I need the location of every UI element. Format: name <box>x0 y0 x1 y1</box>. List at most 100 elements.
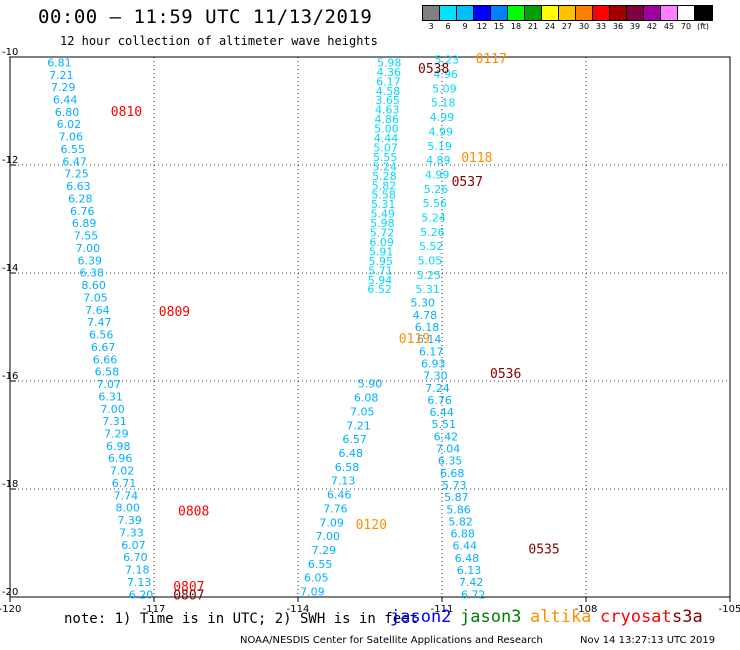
lat-tick-label: -18 <box>2 479 18 490</box>
colorbar-label: 9 <box>462 22 468 31</box>
swh-value: 7.05 <box>83 291 108 304</box>
swh-value: 6.08 <box>354 392 379 405</box>
swh-value: 5.28 <box>372 170 397 183</box>
swh-value: 4.63 <box>375 104 400 117</box>
colorbar-swatch <box>457 6 474 20</box>
swh-value: 6.18 <box>415 321 440 334</box>
swh-value: 6.72 <box>461 588 486 601</box>
swh-value: 4.44 <box>374 132 399 145</box>
swh-value: 6.76 <box>427 394 452 407</box>
lat-tick-label: -16 <box>2 371 18 382</box>
swh-value: 6.55 <box>60 143 85 156</box>
swh-value: 6.20 <box>129 588 154 601</box>
swh-value: 5.00 <box>374 123 399 136</box>
swh-value: 3.65 <box>375 94 400 107</box>
swh-value: 7.07 <box>97 378 122 391</box>
swh-value: 6.46 <box>327 489 352 502</box>
colorbar-label: 36 <box>612 22 624 31</box>
swh-value: 5.98 <box>377 56 402 69</box>
swh-value: 7.74 <box>114 489 139 502</box>
swh-value: 5.91 <box>369 245 394 258</box>
swh-value: 4.99 <box>429 125 454 138</box>
legend-jason2: jason2 <box>390 607 452 627</box>
swh-value: 5.56 <box>423 197 448 210</box>
colorbar-swatch <box>491 6 508 20</box>
swh-value: 4.99 <box>430 111 455 124</box>
swh-value: 6.52 <box>367 283 392 296</box>
legend-s3a: s3a <box>672 607 703 627</box>
pass-time-label: 0535 <box>528 542 559 557</box>
swh-value: 5.71 <box>368 264 393 277</box>
pass-time-label: 0120 <box>356 518 387 533</box>
swh-value: 6.58 <box>95 366 120 379</box>
swh-value: 7.09 <box>300 586 325 599</box>
swh-value: 6.80 <box>55 106 80 119</box>
swh-value: 7.42 <box>459 576 484 589</box>
swh-value: 6.57 <box>342 433 367 446</box>
swh-value: 6.68 <box>440 467 465 480</box>
colorbar-label: 33 <box>595 22 607 31</box>
swh-value: 7.29 <box>104 427 129 440</box>
colorbar-swatch <box>559 6 576 20</box>
swh-value: 7.29 <box>312 544 337 557</box>
swh-value: 5.82 <box>372 179 397 192</box>
pass-time-label: 0119 <box>399 332 430 347</box>
swh-value: 4.78 <box>413 309 438 322</box>
swh-value: 7.31 <box>102 415 127 428</box>
swh-value: 7.00 <box>316 530 341 543</box>
lon-tick-label: -114 <box>287 604 310 615</box>
legend-jason3: jason3 <box>460 607 522 627</box>
swh-value: 5.25 <box>417 269 442 282</box>
colorbar-swatch <box>440 6 457 20</box>
swh-value: 7.21 <box>49 69 74 82</box>
swh-value: 7.30 <box>423 370 448 383</box>
swh-value: 5.90 <box>358 378 383 391</box>
colorbar-label: 3 <box>428 22 434 31</box>
swh-value: 7.24 <box>425 382 450 395</box>
pass-time-label: 0810 <box>111 105 142 120</box>
swh-value: 6.17 <box>419 345 444 358</box>
swh-value: 5.72 <box>370 227 395 240</box>
swh-value: 6.44 <box>453 540 478 553</box>
swh-value: 6.70 <box>123 551 148 564</box>
footer-note: note: 1) Time is in UTC; 2) SWH is in fe… <box>64 611 419 627</box>
colorbar-swatch <box>542 6 559 20</box>
swh-value: 4.96 <box>433 68 458 81</box>
swh-value: 6.38 <box>79 267 104 280</box>
swh-value: 6.47 <box>62 155 87 168</box>
swh-value: 5.18 <box>431 97 456 110</box>
swh-value: 8.00 <box>116 502 141 515</box>
lat-tick-label: -20 <box>2 587 18 598</box>
swh-value: 5.31 <box>415 283 440 296</box>
colorbar-labels: 3 6 9 12 15 18 21 24 27 30 33 36 39 42 45 70 (ft) <box>422 22 740 34</box>
lat-tick-label: -14 <box>2 263 18 274</box>
pass-time-label: 0808 <box>178 505 209 520</box>
swh-value: 6.55 <box>308 558 333 571</box>
swh-value: 5.26 <box>420 226 445 239</box>
swh-value: 5.87 <box>444 491 469 504</box>
swh-value: 6.35 <box>438 455 463 468</box>
pass-time-label: 0807 <box>173 588 204 603</box>
colorbar-swatch <box>423 6 440 20</box>
swh-value: 5.94 <box>368 274 393 287</box>
swh-value: 6.67 <box>91 341 116 354</box>
swh-value: 7.09 <box>319 516 344 529</box>
swh-value: 6.76 <box>70 205 95 218</box>
colorbar-swatch <box>678 6 695 20</box>
swh-value: 5.73 <box>442 479 467 492</box>
swh-value: 6.05 <box>304 572 329 585</box>
swh-value: 5.58 <box>371 189 396 202</box>
pass-time-label: 0117 <box>476 52 507 67</box>
swh-value: 7.55 <box>74 230 99 243</box>
swh-value: 7.06 <box>59 131 84 144</box>
swh-value: 4.36 <box>377 66 402 79</box>
page-subtitle: 12 hour collection of altimeter wave hei… <box>60 34 378 48</box>
swh-value: 6.56 <box>89 329 114 342</box>
swh-value: 6.58 <box>335 461 360 474</box>
colorbar-label: (ft) <box>696 22 710 31</box>
swh-value: 7.02 <box>110 465 135 478</box>
lon-tick-label: -108 <box>575 604 598 615</box>
pass-time-label: 0809 <box>159 305 190 320</box>
swh-value: 5.07 <box>373 141 398 154</box>
